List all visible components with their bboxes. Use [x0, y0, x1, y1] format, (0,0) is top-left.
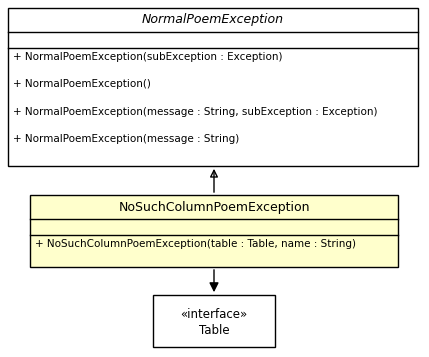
Bar [30, 195, 398, 267]
Bar [153, 295, 275, 347]
Text: Table: Table [199, 324, 230, 337]
Text: + NormalPoemException(message : String): + NormalPoemException(message : String) [13, 134, 239, 144]
Text: NormalPoemException: NormalPoemException [142, 14, 284, 26]
Text: NoSuchColumnPoemException: NoSuchColumnPoemException [118, 201, 310, 213]
Text: «interface»: «interface» [180, 308, 248, 321]
Text: + NormalPoemException(subException : Exception): + NormalPoemException(subException : Exc… [13, 52, 283, 62]
Text: + NoSuchColumnPoemException(table : Table, name : String): + NoSuchColumnPoemException(table : Tabl… [35, 239, 356, 249]
Text: + NormalPoemException(): + NormalPoemException() [13, 80, 151, 90]
Text: + NormalPoemException(message : String, subException : Exception): + NormalPoemException(message : String, … [13, 107, 378, 117]
Bar [8, 8, 418, 166]
